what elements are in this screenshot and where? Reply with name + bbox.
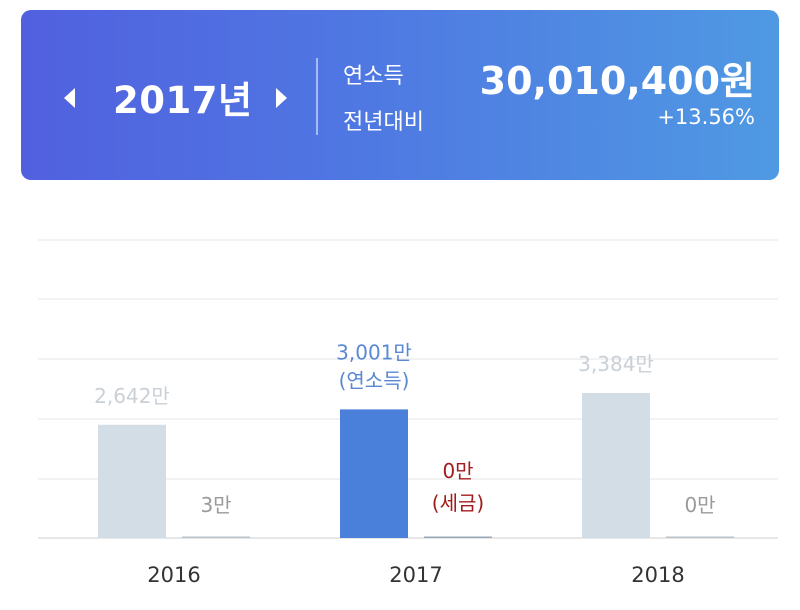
income-label: 연소득 bbox=[343, 64, 404, 89]
income-value-label: 2,642만 bbox=[94, 384, 170, 408]
next-year-button[interactable] bbox=[268, 78, 294, 118]
x-tick-label: 2018 bbox=[631, 563, 684, 587]
yoy-value: +13.56% bbox=[657, 105, 755, 129]
chart-labels: 2,642만 3만 3,001만 (연소득) 0만 (세금) 3,384만 0만 bbox=[94, 340, 715, 517]
summary-header: 2017년 연소득 전년대비 30,010,400원 +13.56% bbox=[21, 10, 779, 180]
caret-left-icon bbox=[63, 88, 75, 108]
income-bar-2017 bbox=[340, 409, 408, 538]
chart-bars bbox=[98, 392, 734, 538]
income-value-label: 3,384만 bbox=[578, 352, 654, 376]
yoy-label: 전년대비 bbox=[343, 110, 424, 135]
chart-x-axis: 2016 2017 2018 bbox=[147, 563, 684, 587]
year-title: 2017년 bbox=[113, 79, 253, 122]
tax-value-label: 3만 bbox=[200, 493, 231, 517]
income-series-label: (연소득) bbox=[339, 368, 410, 392]
caret-right-icon bbox=[275, 88, 287, 108]
tax-bar-2017 bbox=[424, 536, 492, 538]
tax-bar-2018 bbox=[666, 536, 734, 538]
header-divider bbox=[316, 58, 318, 135]
x-tick-label: 2017 bbox=[389, 563, 442, 587]
income-bar-2018 bbox=[582, 392, 650, 538]
prev-year-button[interactable] bbox=[56, 78, 82, 118]
tax-bar-2016 bbox=[182, 536, 250, 538]
tax-series-label: (세금) bbox=[432, 491, 484, 515]
income-value: 30,010,400원 bbox=[479, 59, 755, 103]
income-value-label: 3,001만 bbox=[336, 340, 412, 364]
income-bar-2016 bbox=[98, 424, 166, 538]
tax-value-label: 0만 bbox=[442, 459, 473, 483]
x-tick-label: 2016 bbox=[147, 563, 200, 587]
tax-value-label: 0만 bbox=[684, 493, 715, 517]
